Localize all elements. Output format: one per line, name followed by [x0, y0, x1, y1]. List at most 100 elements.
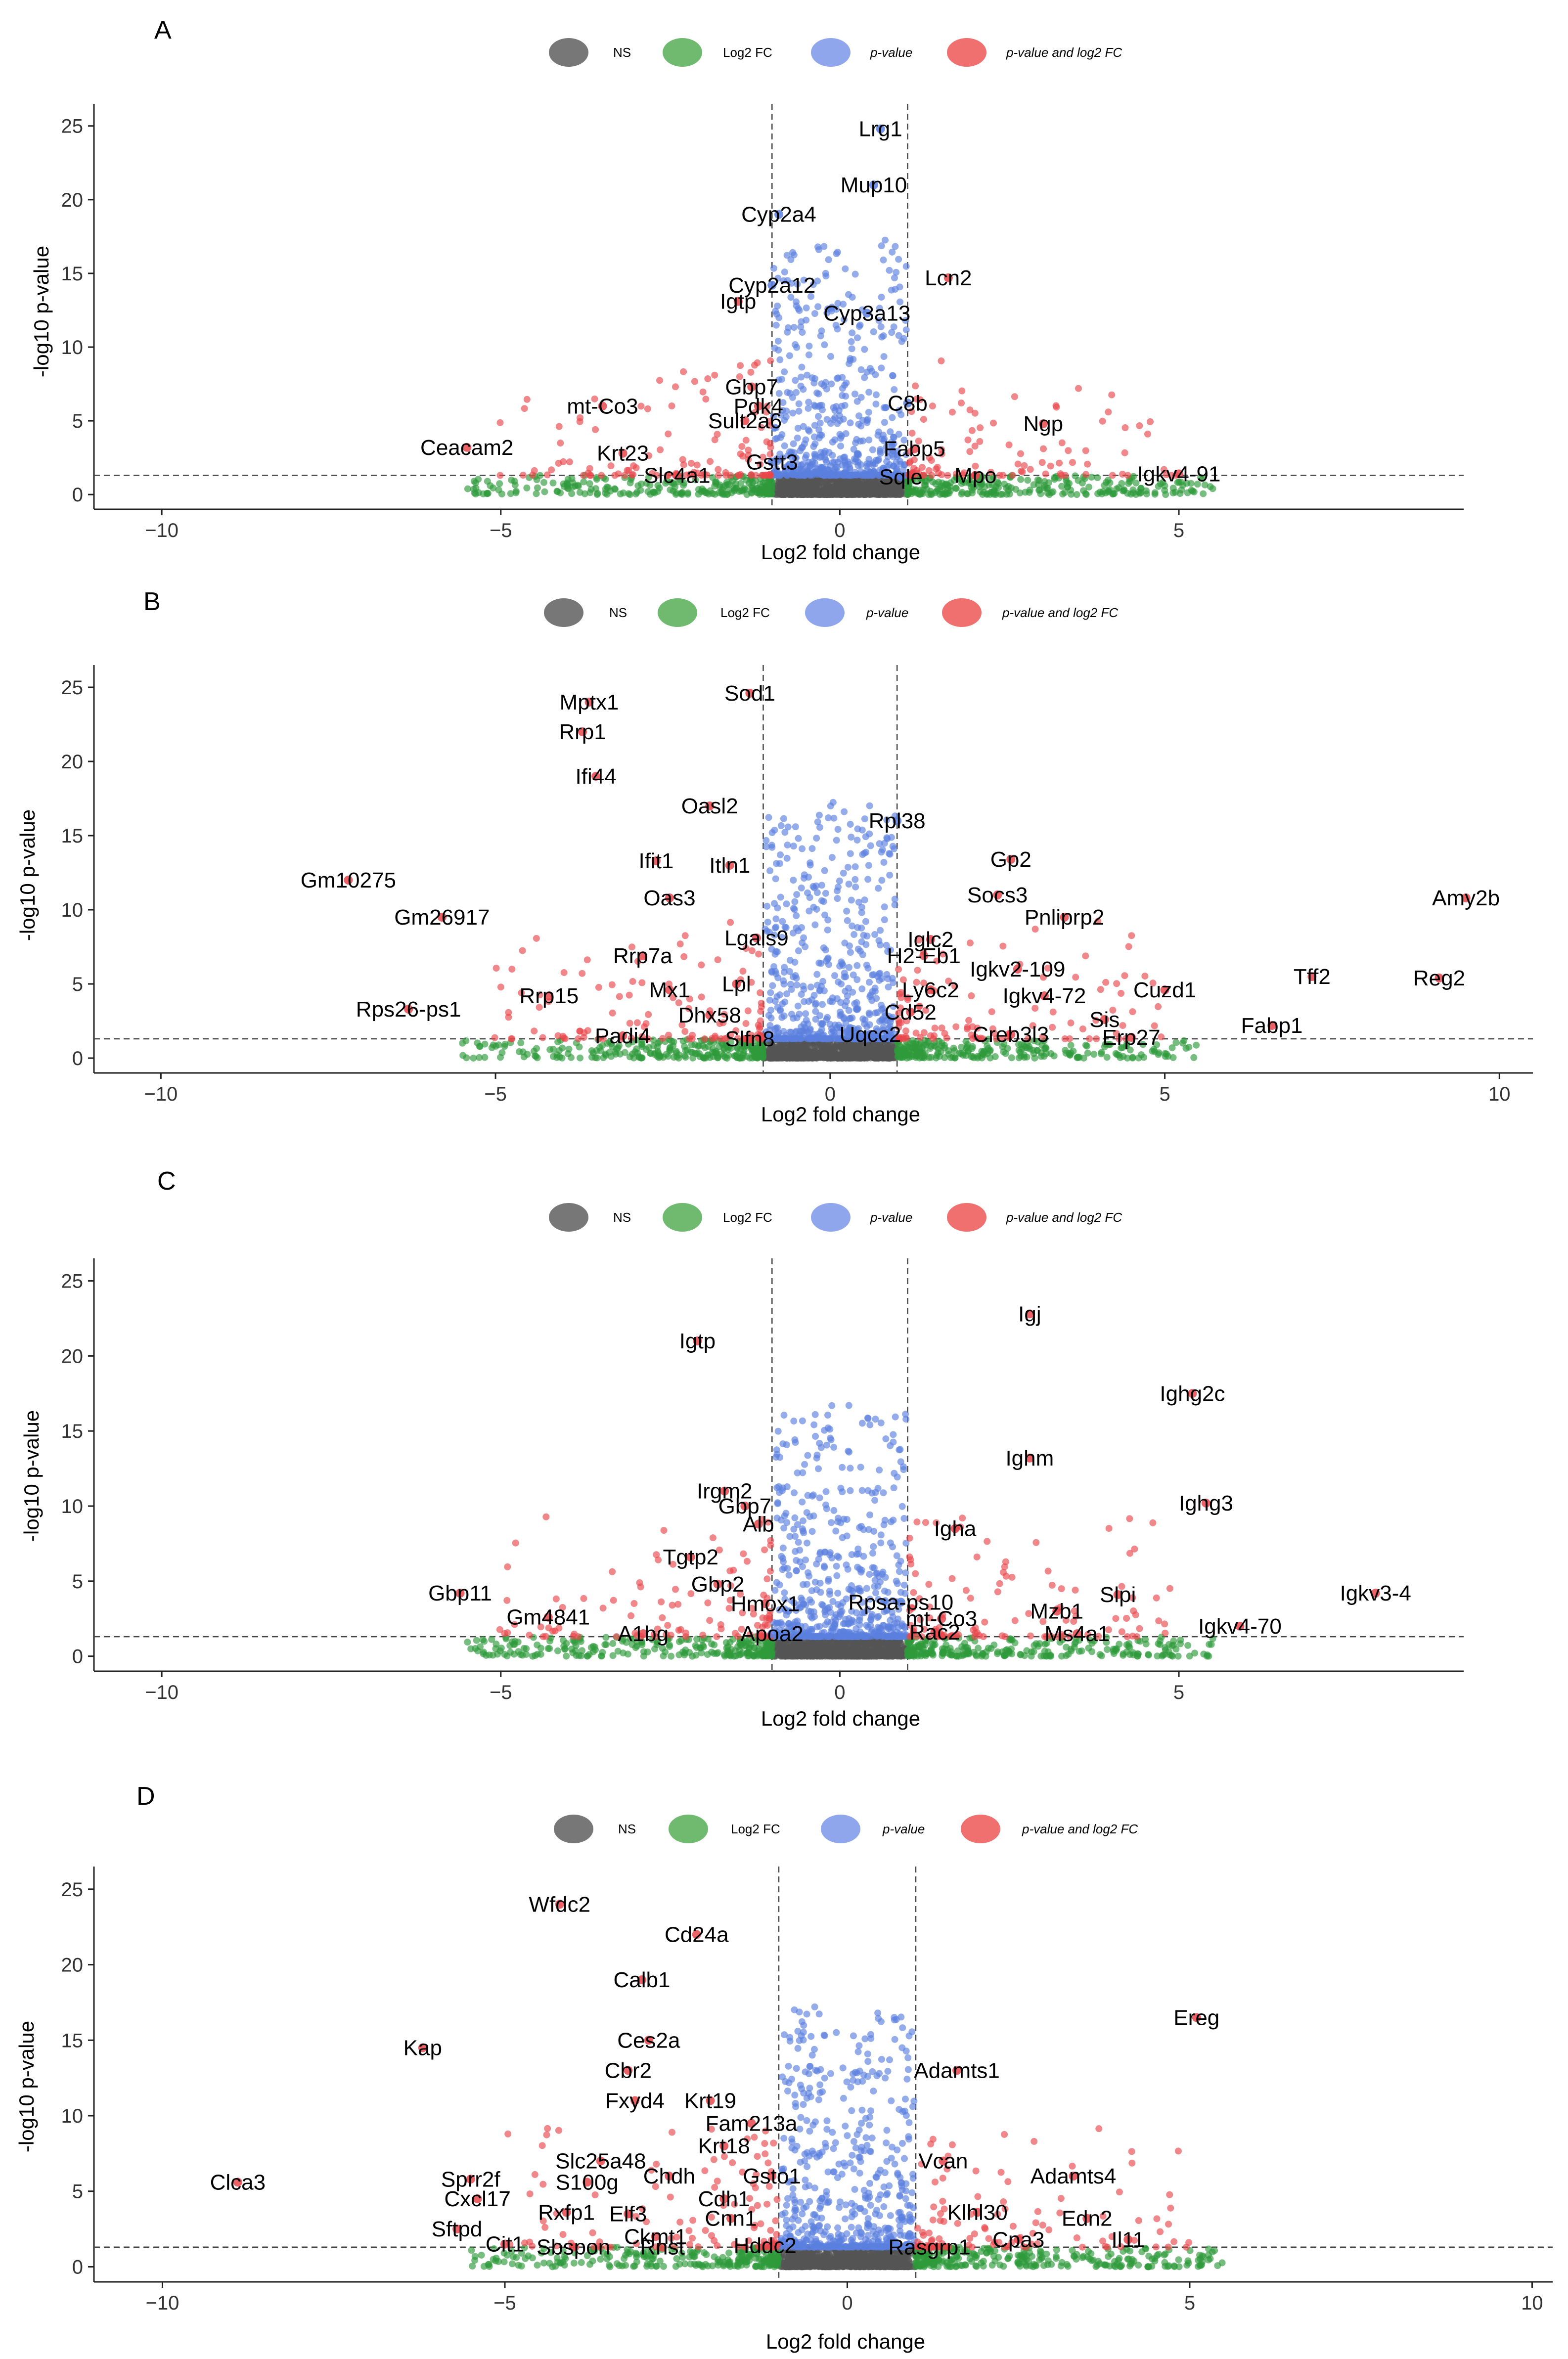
pvalue-point — [881, 840, 888, 847]
log2fc-point — [1001, 481, 1008, 488]
pvalue-point — [845, 964, 852, 971]
pvalue-point — [771, 997, 779, 1005]
significant-point — [626, 991, 633, 999]
significant-point — [554, 1032, 562, 1039]
ns-point — [845, 1046, 852, 1054]
pvalue-point — [861, 374, 868, 381]
pvalue-point — [790, 1035, 797, 1042]
log2fc-point — [941, 491, 949, 498]
log2fc-point — [487, 482, 494, 490]
log2fc-point — [700, 1054, 707, 1062]
significant-point — [964, 436, 972, 444]
pvalue-point — [864, 876, 872, 883]
log2fc-point — [470, 1054, 477, 1062]
significant-point — [988, 1008, 995, 1016]
pvalue-point — [811, 310, 818, 317]
significant-point — [616, 993, 623, 1000]
pvalue-point — [878, 242, 885, 250]
gene-label: Ngp — [1023, 412, 1063, 436]
pvalue-point — [852, 883, 859, 890]
significant-point — [583, 956, 591, 964]
log2fc-point — [549, 1046, 557, 1053]
ns-point — [861, 479, 868, 487]
pvalue-point — [794, 434, 801, 442]
significant-point — [722, 469, 729, 476]
significant-point — [539, 1034, 546, 1041]
legend-log2fc-label: Log2 FC — [720, 605, 770, 620]
significant-point — [496, 472, 504, 479]
y-tick-label: 15 — [61, 263, 84, 285]
pvalue-point — [878, 975, 886, 982]
ns-point — [766, 1051, 774, 1058]
significant-point — [657, 446, 664, 453]
significant-point — [958, 387, 966, 395]
y-tick-label: 5 — [72, 1571, 83, 1593]
legend-ns-label: NS — [613, 45, 631, 60]
ns-point — [846, 487, 853, 494]
pvalue-point — [878, 364, 885, 372]
pvalue-point — [845, 1007, 852, 1014]
significant-point — [685, 1035, 693, 1042]
ns-point — [862, 490, 870, 497]
legend-log2fc-label: Log2 FC — [723, 1210, 772, 1225]
gene-label: Slc4a1 — [644, 463, 711, 488]
pvalue-point — [775, 314, 783, 321]
significant-point — [529, 471, 537, 479]
log2fc-point — [904, 490, 912, 497]
log2fc-point — [735, 488, 743, 495]
log2fc-point — [607, 1053, 615, 1060]
pvalue-point — [787, 256, 795, 264]
significant-point — [1109, 472, 1116, 479]
ns-point — [895, 490, 902, 498]
gene-label: Ly6c2 — [902, 978, 959, 1002]
gene-label: Sult2a6 — [708, 409, 782, 433]
log2fc-point — [586, 480, 593, 488]
pvalue-point — [858, 985, 866, 993]
log2fc-point — [1024, 477, 1031, 484]
significant-point — [711, 371, 718, 379]
gene-label: Uqcc2 — [840, 1023, 901, 1047]
pvalue-point — [762, 837, 770, 844]
pvalue-point — [772, 875, 779, 883]
pvalue-point — [853, 962, 861, 969]
y-tick-label: 25 — [61, 677, 84, 699]
log2fc-point — [1030, 481, 1037, 489]
significant-point — [519, 472, 527, 479]
pvalue-point — [865, 389, 873, 396]
log2fc-point — [557, 489, 564, 496]
log2fc-point — [1044, 485, 1052, 492]
pvalue-point — [853, 334, 861, 342]
significant-point — [1038, 459, 1046, 466]
log2fc-point — [540, 479, 547, 486]
log2fc-point — [749, 1054, 756, 1062]
pvalue-point — [808, 845, 816, 852]
pvalue-point — [854, 462, 862, 469]
gene-label: Pnliprp2 — [1025, 905, 1104, 930]
log2fc-point — [925, 491, 933, 498]
significant-point — [523, 396, 531, 403]
significant-point — [507, 1035, 515, 1042]
pvalue-point — [861, 896, 868, 904]
pvalue-point — [880, 256, 887, 264]
pvalue-point — [784, 841, 791, 848]
significant-point — [560, 1034, 568, 1042]
panel-a-xlabel: Log2 fold change — [761, 540, 920, 564]
log2fc-point — [1168, 1044, 1176, 1052]
pvalue-point — [851, 390, 858, 398]
ns-point — [834, 1054, 841, 1062]
pvalue-point — [845, 984, 852, 992]
pvalue-point — [833, 403, 840, 410]
log2fc-point — [1012, 486, 1020, 493]
pvalue-point — [774, 974, 782, 981]
pvalue-point — [814, 413, 822, 420]
pvalue-point — [853, 837, 861, 844]
pvalue-point — [818, 1001, 826, 1008]
significant-point — [497, 983, 504, 991]
significant-point — [680, 368, 687, 375]
